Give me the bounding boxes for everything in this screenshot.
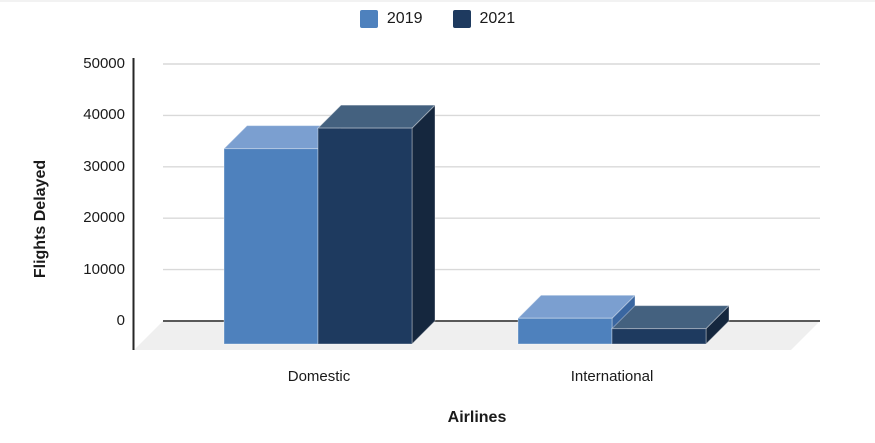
window-top-border bbox=[0, 0, 875, 2]
y-tick-label: 40000 bbox=[83, 106, 125, 123]
y-axis-title: Flights Delayed bbox=[32, 159, 49, 279]
y-tick-label: 30000 bbox=[83, 158, 125, 175]
legend-label-2019: 2019 bbox=[386, 10, 423, 27]
legend-swatch-2019 bbox=[359, 10, 378, 28]
bar-2019-international[interactable] bbox=[517, 317, 613, 345]
y-tick-label: 0 bbox=[116, 312, 125, 329]
chart-legend: 2019 2021 bbox=[0, 10, 875, 28]
y-tick-label: 10000 bbox=[83, 261, 125, 278]
bar-side-2021-domestic bbox=[411, 103, 436, 346]
bar-2019-domestic[interactable] bbox=[223, 148, 319, 345]
bar-2021-international[interactable] bbox=[611, 328, 707, 345]
category-label-international: International bbox=[570, 368, 654, 385]
legend-label-2021: 2021 bbox=[479, 10, 516, 27]
y-tick-label: 20000 bbox=[83, 209, 125, 226]
y-tick-label: 50000 bbox=[83, 55, 125, 72]
category-label-domestic: Domestic bbox=[287, 368, 351, 385]
legend-swatch-2021 bbox=[452, 10, 471, 28]
legend-item-2019[interactable]: 2019 bbox=[359, 10, 423, 28]
bar-2021-domestic[interactable] bbox=[317, 127, 413, 345]
legend-item-2021[interactable]: 2021 bbox=[452, 10, 516, 28]
x-axis-title: Airlines bbox=[447, 409, 507, 426]
